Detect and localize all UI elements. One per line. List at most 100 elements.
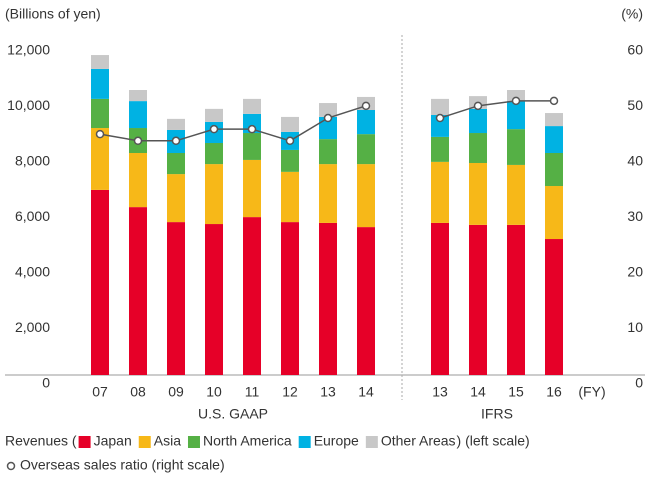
bar-segment xyxy=(243,133,261,160)
y-axis-label: (Billions of yen) xyxy=(5,6,101,22)
bar-segment xyxy=(431,114,449,137)
legend-text: North America xyxy=(203,433,292,449)
bar-segment xyxy=(129,101,147,129)
bar-segment xyxy=(167,222,185,375)
legend-swatch xyxy=(365,436,378,448)
y-tick-label: 10,000 xyxy=(7,97,50,113)
bar-segment xyxy=(545,239,563,375)
x-tick-label: 10 xyxy=(206,384,222,400)
bar-segment xyxy=(507,90,525,102)
bar-segment xyxy=(357,134,375,165)
bar-segment xyxy=(281,171,299,223)
ratio-marker xyxy=(549,96,559,106)
legend-swatch xyxy=(187,436,200,448)
bar-segment xyxy=(91,98,109,129)
bar-segment xyxy=(91,68,109,99)
bar-segment xyxy=(545,153,563,187)
bar-segment xyxy=(167,174,185,223)
bar-segment xyxy=(507,164,525,225)
bar-segment xyxy=(129,207,147,375)
legend-text: Overseas sales ratio (right scale) xyxy=(20,457,225,473)
bar-segment xyxy=(431,161,449,223)
x-tick-label: 09 xyxy=(168,384,184,400)
bar-segment xyxy=(357,164,375,228)
y2-tick-label: 60 xyxy=(627,42,643,58)
ratio-line xyxy=(439,100,554,119)
group-label: IFRS xyxy=(481,406,513,422)
bar-segment xyxy=(129,153,147,208)
ratio-line xyxy=(99,105,367,142)
ratio-marker xyxy=(133,136,143,146)
bar-segment xyxy=(281,116,299,132)
y2-tick-label: 10 xyxy=(627,319,643,335)
bar-segment xyxy=(319,222,337,375)
bar-segment xyxy=(507,129,525,165)
bar-segment xyxy=(129,90,147,102)
legend-text: Other Areas xyxy=(381,433,456,449)
y-tick-label: 4,000 xyxy=(15,264,50,280)
y2-tick-label: 40 xyxy=(627,153,643,169)
x-tick-label: 14 xyxy=(470,384,486,400)
x-tick-label: 13 xyxy=(320,384,336,400)
legend-text: Japan xyxy=(94,433,132,449)
bar-segment xyxy=(205,164,223,225)
bar-segment xyxy=(91,128,109,190)
ratio-marker xyxy=(247,124,257,134)
ratio-marker xyxy=(171,136,181,146)
bar-segment xyxy=(91,55,109,69)
legend-text: Europe xyxy=(314,433,359,449)
bar-segment xyxy=(281,149,299,172)
ratio-marker xyxy=(511,96,521,106)
legend-swatch xyxy=(78,436,91,448)
bar-segment xyxy=(431,136,449,162)
bar-segment xyxy=(545,113,563,127)
x-tick-label: 13 xyxy=(432,384,448,400)
y2-tick-label: 50 xyxy=(627,97,643,113)
bar-segment xyxy=(243,98,261,114)
y2-axis-label: (%) xyxy=(621,6,643,22)
bar-segment xyxy=(469,224,487,375)
bar-segment xyxy=(91,189,109,375)
bar-segment xyxy=(469,108,487,134)
x-tick-label: 14 xyxy=(358,384,374,400)
bar-segment xyxy=(469,162,487,225)
group-label: U.S. GAAP xyxy=(198,406,268,422)
bar-segment xyxy=(431,98,449,115)
ratio-marker xyxy=(435,113,445,123)
ratio-marker xyxy=(285,136,295,146)
bar-segment xyxy=(243,113,261,134)
bar-segment xyxy=(319,116,337,140)
legend-swatch xyxy=(138,436,151,448)
x-tick-label: 12 xyxy=(282,384,298,400)
bar-segment xyxy=(205,143,223,165)
y-tick-label: 2,000 xyxy=(15,319,50,335)
legend-text: Revenues ( xyxy=(5,433,77,449)
bar-segment xyxy=(167,118,185,130)
bar-segment xyxy=(319,103,337,117)
ratio-marker xyxy=(473,101,483,111)
y2-tick-label: 0 xyxy=(635,375,643,391)
legend-marker xyxy=(6,461,16,471)
bar-segment xyxy=(319,164,337,223)
legend-text: Asia xyxy=(154,433,181,449)
x-tick-label: 11 xyxy=(245,384,260,400)
bar-segment xyxy=(281,222,299,375)
y-tick-label: 6,000 xyxy=(15,208,50,224)
bar-segment xyxy=(205,108,223,122)
bar-segment xyxy=(507,224,525,375)
bar-segment xyxy=(243,217,261,375)
bar-segment xyxy=(545,186,563,240)
bar-segment xyxy=(545,126,563,153)
legend-text: ) (left scale) xyxy=(457,433,530,449)
x-axis-label: (FY) xyxy=(578,384,605,400)
bar-segment xyxy=(431,222,449,375)
x-tick-label: 07 xyxy=(92,384,108,400)
bar-segment xyxy=(469,133,487,163)
ratio-marker xyxy=(209,124,219,134)
ratio-marker xyxy=(361,101,371,111)
bar-segment xyxy=(357,227,375,375)
bar-segment xyxy=(319,139,337,165)
y-tick-label: 0 xyxy=(42,375,50,391)
bar-segment xyxy=(167,153,185,175)
